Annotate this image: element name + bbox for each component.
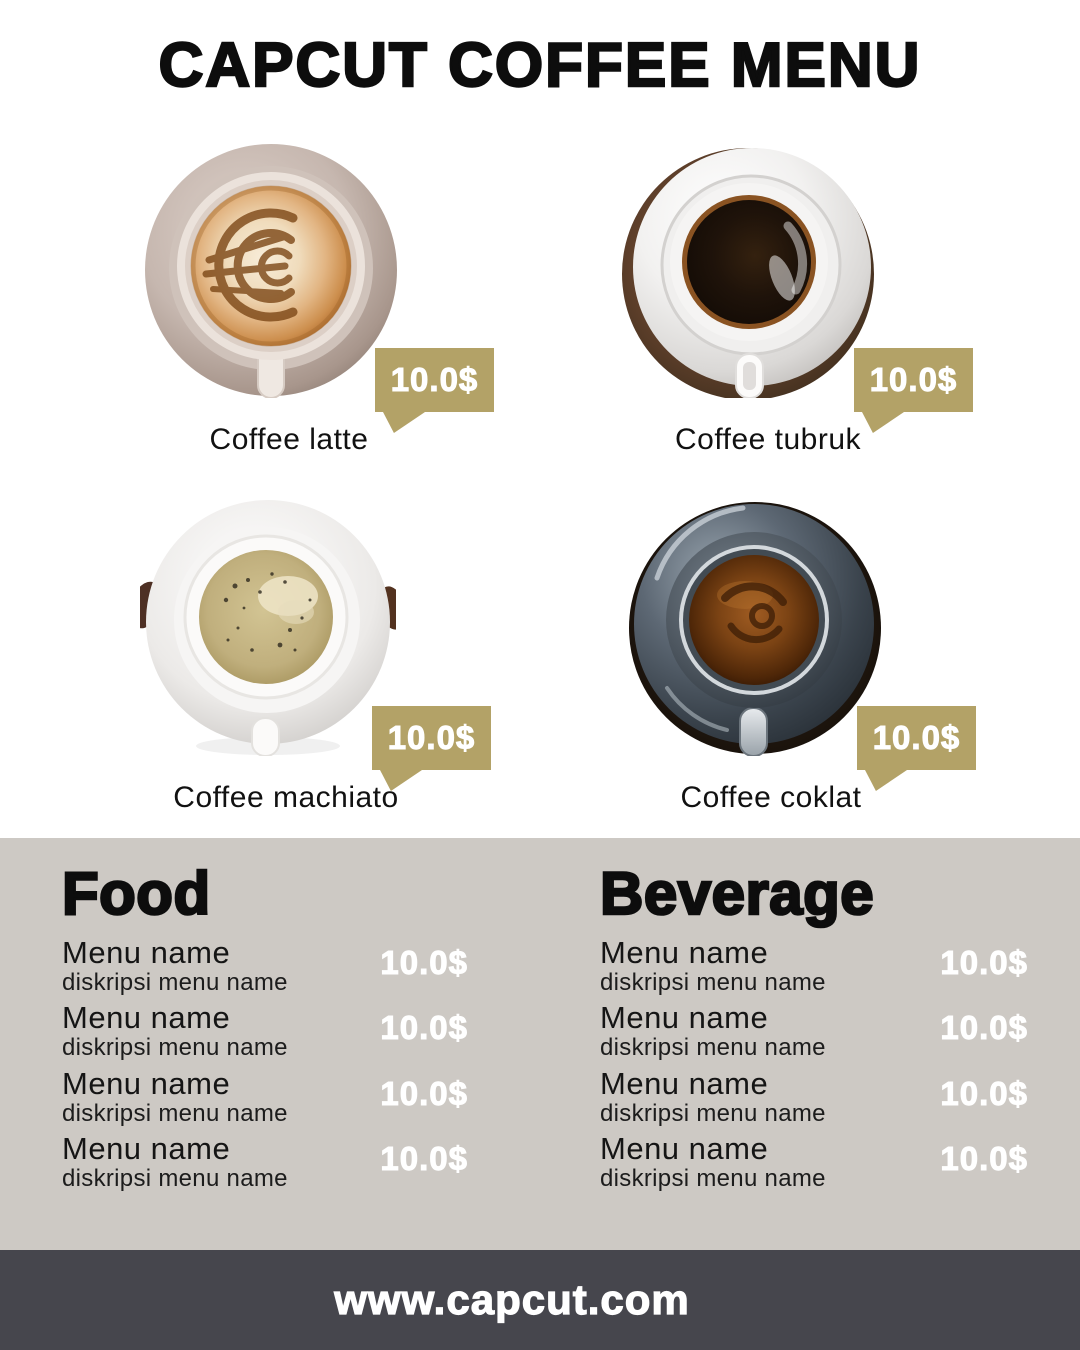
menu-item-price: 10.0$ [940,1074,1028,1112]
product-card-coffee-tubruk: 10.0$ Coffee tubruk [622,142,973,456]
menu-item-row: Menu name diskripsi menu name 10.0$ [62,1000,468,1062]
menu-item-description: diskripsi menu name [62,1099,288,1127]
price-text: 10.0$ [872,719,961,757]
menu-item-name: Menu name [62,1000,231,1036]
menu-item-price: 10.0$ [380,1074,468,1112]
menu-item-description: diskripsi menu name [600,1099,826,1127]
menu-item-name: Menu name [600,1130,769,1166]
coffee-tubruk-photo [622,148,874,398]
menu-item-description: diskripsi menu name [600,1034,826,1062]
website-url: www.capcut.com [334,1275,690,1323]
price-text: 10.0$ [387,719,476,757]
menu-item-description: diskripsi menu name [62,1034,288,1062]
price-badge: 10.0$ [854,348,973,412]
crema-swirl [721,582,787,644]
price-badge: 10.0$ [375,348,494,412]
menu-item-price: 10.0$ [940,1009,1028,1047]
menu-item-name: Menu name [62,1130,231,1166]
menu-item-name: Menu name [62,1065,231,1101]
menu-item-row: Menu name diskripsi menu name 10.0$ [62,1130,468,1192]
section-heading: Food [61,860,212,927]
crema-speckles [223,572,312,652]
menu-item-text: Menu name diskripsi menu name [62,1000,288,1062]
menu-item-row: Menu name diskripsi menu name 10.0$ [600,935,1028,997]
menu-band: Food Menu name diskripsi menu name 10.0$… [0,838,1080,1250]
menu-item-name: Menu name [600,935,769,970]
menu-item-description: diskripsi menu name [600,1164,826,1192]
menu-item-name: Menu name [600,1065,769,1101]
footer-bar: www.capcut.com [0,1250,1080,1350]
menu-item-row: Menu name diskripsi menu name 10.0$ [600,1065,1028,1127]
menu-item-name: Menu name [600,1000,769,1036]
price-badge: 10.0$ [372,706,491,770]
menu-item-text: Menu name diskripsi menu name [62,935,288,997]
product-label: Coffee latte [209,423,369,456]
price-text: 10.0$ [869,361,958,399]
menu-item-text: Menu name diskripsi menu name [62,1130,288,1192]
price-text: 10.0$ [390,361,479,399]
menu-items-list: Menu name diskripsi menu name 10.0$ Menu… [600,935,1028,1192]
menu-item-price: 10.0$ [940,1139,1028,1177]
menu-item-row: Menu name diskripsi menu name 10.0$ [600,1000,1028,1062]
coffee-coklat-photo [629,502,881,756]
menu-item-description: diskripsi menu name [600,969,826,997]
menu-item-text: Menu name diskripsi menu name [62,1065,288,1127]
menu-section-food: Food Menu name diskripsi menu name 10.0$… [61,860,468,1192]
price-badge: 10.0$ [857,706,976,770]
menu-item-text: Menu name diskripsi menu name [600,935,826,997]
menu-item-row: Menu name diskripsi menu name 10.0$ [62,1065,468,1127]
menu-item-row: Menu name diskripsi menu name 10.0$ [600,1130,1028,1192]
menu-item-name: Menu name [62,935,231,970]
menu-item-price: 10.0$ [940,944,1028,982]
menu-item-text: Menu name diskripsi menu name [600,1130,826,1192]
product-card-coffee-machiato: 10.0$ Coffee machiato [140,500,491,814]
product-label: Coffee machiato [173,781,399,814]
latte-art-icon [202,208,298,322]
coffee-machiato-photo [140,500,396,756]
product-label: Coffee tubruk [674,423,862,456]
menu-section-beverage: Beverage Menu name diskripsi menu name 1… [599,860,1028,1192]
menu-item-row: Menu name diskripsi menu name 10.0$ [62,935,468,997]
menu-item-price: 10.0$ [380,1009,468,1047]
coffee-latte-photo [145,144,397,398]
menu-item-price: 10.0$ [380,944,468,982]
page-title: CAPCUT COFFEE MENU [157,30,922,101]
product-card-coffee-latte: 10.0$ Coffee latte [143,142,494,456]
menu-item-description: diskripsi menu name [62,969,288,997]
menu-item-text: Menu name diskripsi menu name [600,1000,826,1062]
menu-item-price: 10.0$ [380,1139,468,1177]
menu-item-description: diskripsi menu name [62,1164,288,1192]
menu-item-text: Menu name diskripsi menu name [600,1065,826,1127]
section-heading: Beverage [599,860,875,927]
product-label: Coffee coklat [680,781,862,814]
menu-items-list: Menu name diskripsi menu name 10.0$ Menu… [62,935,468,1192]
product-card-coffee-coklat: 10.0$ Coffee coklat [625,500,976,814]
